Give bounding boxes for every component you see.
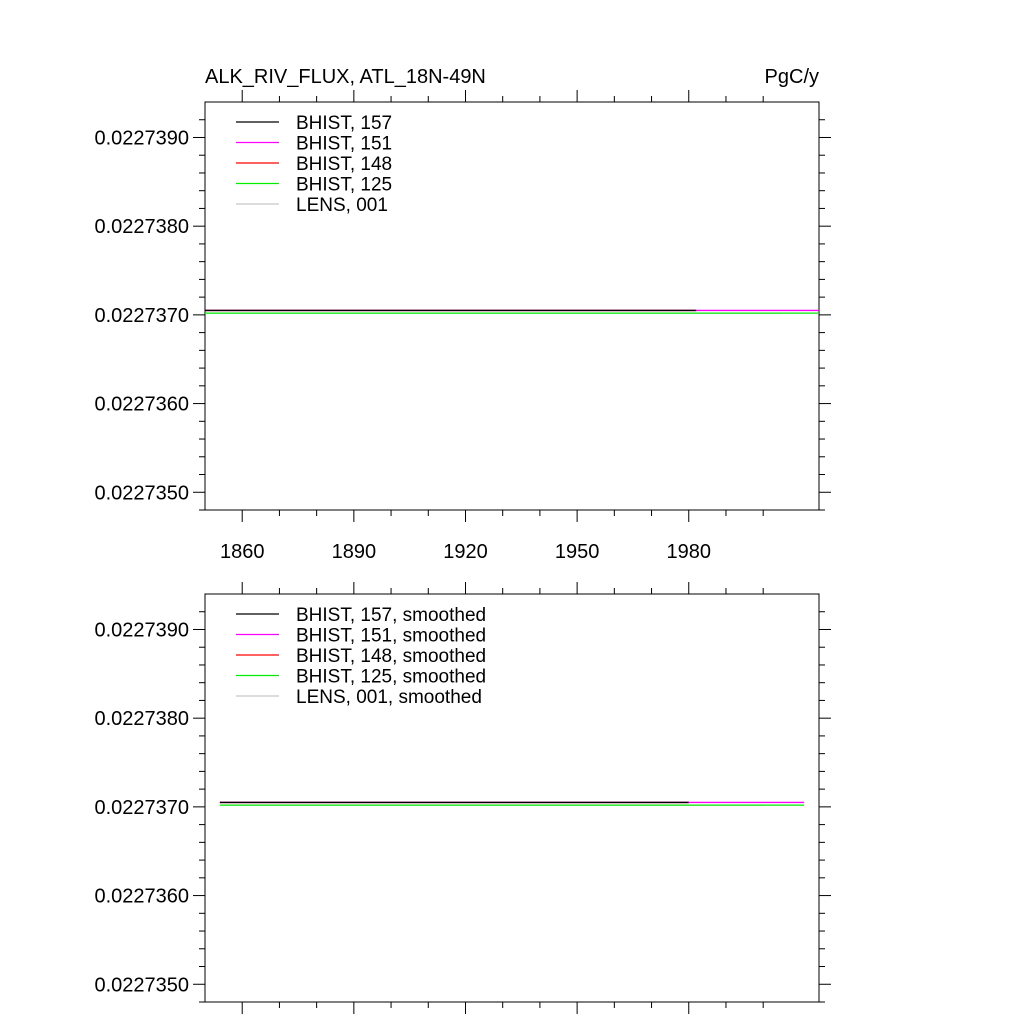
legend-label: BHIST, 148, smoothed (296, 646, 486, 667)
top-panel: 0.0227350 0.0227360 0.0227370 0.0227380 0.02… (94, 90, 831, 563)
units-label: PgC/y (765, 66, 819, 88)
y-tick-label: 0.0227360 (94, 394, 189, 416)
legend-label: BHIST, 148 (296, 154, 392, 175)
y-tick-label: 0.0227390 (94, 127, 189, 149)
x-tick-label: 1890 (332, 541, 377, 563)
y-tick-label: 0.0227370 (94, 305, 189, 327)
bottom-panel: 0.0227350 0.0227360 0.0227370 0.0227380 0.02… (94, 582, 831, 1014)
legend-label: BHIST, 151 (296, 134, 392, 155)
legend-label: BHIST, 151, smoothed (296, 626, 486, 647)
legend-label: BHIST, 125, smoothed (296, 667, 486, 688)
legend-label: LENS, 001, smoothed (296, 687, 482, 708)
y-tick-label: 0.0227390 (94, 619, 189, 641)
legend-label: BHIST, 157, smoothed (296, 605, 486, 626)
x-tick-label: 1920 (443, 541, 488, 563)
legend-label: BHIST, 125 (296, 175, 392, 196)
x-tick-label: 1950 (555, 541, 600, 563)
y-tick-label: 0.0227380 (94, 708, 189, 730)
legend-label: BHIST, 157 (296, 113, 392, 134)
legend-label: LENS, 001 (296, 195, 388, 216)
x-tick-label: 1980 (667, 541, 712, 563)
y-tick-label: 0.0227350 (94, 974, 189, 996)
chart-title: ALK_RIV_FLUX, ATL_18N-49N (205, 66, 486, 88)
y-tick-label: 0.0227350 (94, 482, 189, 504)
y-tick-label: 0.0227380 (94, 216, 189, 238)
plot-frame (204, 593, 820, 1003)
x-tick-label: 1860 (220, 541, 265, 563)
y-tick-label: 0.0227370 (94, 797, 189, 819)
plot-frame (204, 101, 820, 511)
y-tick-label: 0.0227360 (94, 886, 189, 908)
